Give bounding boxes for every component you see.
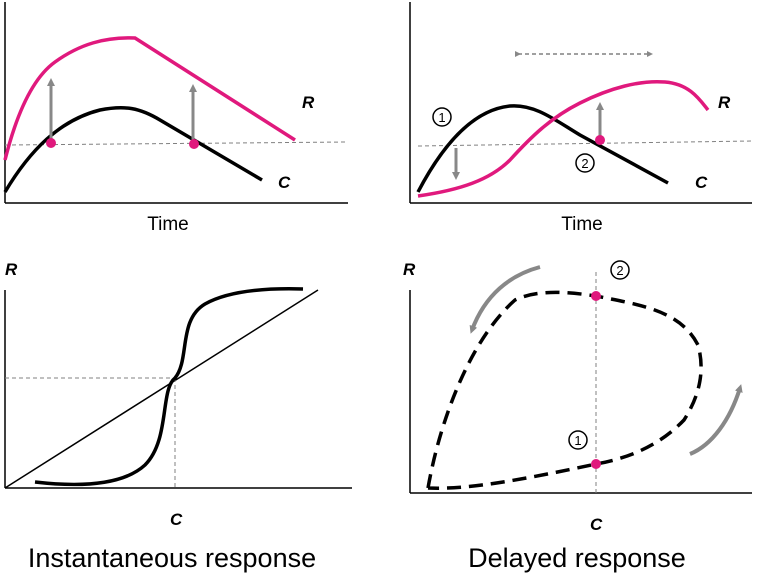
caption-delayed: Delayed response (468, 543, 686, 573)
c-label: C (278, 173, 291, 192)
rotation-arrow-bottom (689, 384, 743, 456)
hysteresis-loop (426, 290, 703, 490)
c-axis-label: C (590, 515, 603, 534)
sigmoid-curve (34, 287, 304, 487)
panel-instantaneous-phase: R C (4, 260, 352, 529)
marker-1-text: 1 (438, 110, 445, 125)
marker-1-text: 1 (574, 433, 581, 448)
caption-instantaneous: Instantaneous response (28, 543, 316, 573)
marker-2-label: 2 (610, 260, 630, 280)
panel-delayed-time: 1 2 R C Time (409, 2, 753, 235)
c-label: C (695, 173, 708, 192)
c-axis-label: C (170, 510, 183, 529)
r-label: R (302, 93, 315, 112)
threshold-line (4, 141, 349, 146)
r-axis-label: R (403, 260, 416, 279)
marker-dot (46, 138, 56, 148)
panel-instantaneous-time: R C Time (3, 2, 349, 235)
marker-2-label: 2 (575, 153, 595, 173)
panel-delayed-phase: 2 1 R C (403, 260, 752, 534)
marker-1-label: 1 (568, 430, 588, 450)
rotation-arrow-top (469, 265, 541, 334)
threshold-line (417, 140, 753, 147)
marker-dot (591, 291, 601, 301)
time-label: Time (561, 214, 603, 235)
r-axis-label: R (5, 260, 18, 279)
stimulus-curve (416, 104, 669, 193)
r-label: R (718, 93, 731, 112)
marker-dot (591, 459, 601, 469)
marker-2-text: 2 (581, 156, 588, 171)
marker-dot (595, 135, 605, 145)
marker-dot (189, 139, 199, 149)
diagonal-line (4, 289, 319, 489)
time-label: Time (147, 214, 189, 235)
stimulus-curve (3, 105, 263, 193)
marker-1-label: 1 (432, 107, 452, 127)
response-curve (417, 79, 710, 198)
marker-2-text: 2 (616, 263, 623, 278)
response-curve (3, 36, 296, 161)
